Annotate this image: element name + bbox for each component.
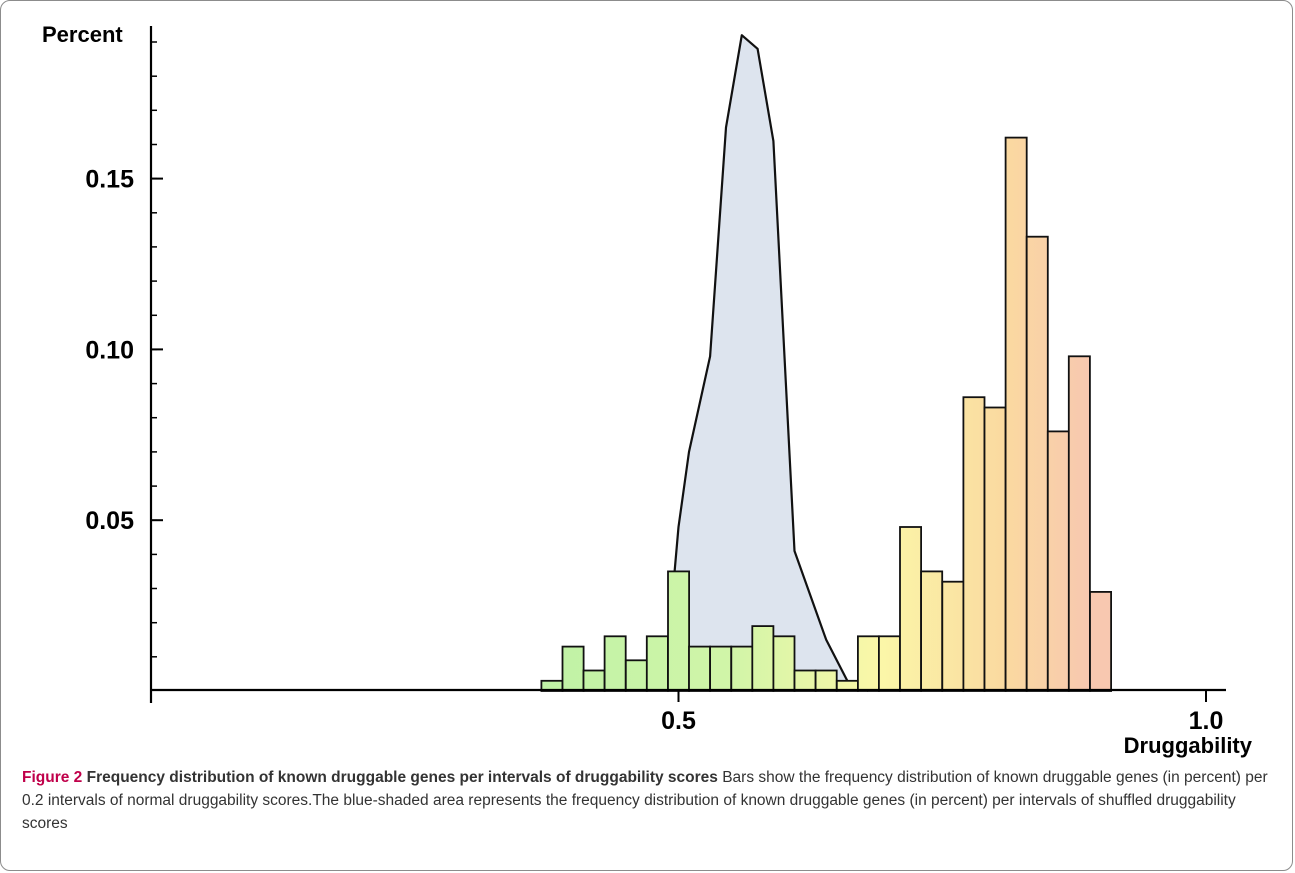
histogram-bar-25 (1046, 430, 1070, 692)
y-tick-label: 0.05 (85, 507, 134, 535)
histogram-bar-11 (751, 625, 775, 692)
shaded-area-outline (651, 34, 869, 692)
y-tick-label: 0.15 (85, 166, 134, 194)
histogram-bar-2 (561, 645, 585, 692)
histogram-bar-7 (667, 570, 691, 692)
y-axis-label: Percent (42, 22, 123, 47)
figure-description: Bars show the frequency distribution of … (22, 769, 1268, 832)
histogram-bar-12 (772, 635, 796, 692)
histogram-bar-10 (730, 645, 754, 692)
histogram-bar-5 (624, 659, 648, 692)
histogram-chart: 0.05 0.10 0.15 0.5 1.0 Percent Druggability (42, 22, 1253, 758)
histogram-bar-14 (814, 669, 838, 692)
x-tick-label: 0.5 (661, 707, 696, 735)
figure-title: Frequency distribution of known druggabl… (86, 769, 718, 786)
histogram-bar-8 (688, 645, 712, 692)
figure-label: Figure 2 (22, 769, 83, 786)
axes-layer: 0.05 0.10 0.15 0.5 1.0 (85, 26, 1226, 735)
x-axis-label: Druggability (1124, 733, 1253, 758)
histogram-bar-4 (603, 635, 627, 692)
histogram-bar-23 (1004, 136, 1028, 692)
histogram-bar-18 (899, 526, 923, 692)
x-tick-label: 1.0 (1189, 707, 1224, 735)
histogram-bar-16 (857, 635, 880, 692)
y-tick-label: 0.10 (85, 336, 134, 364)
bars-layer (540, 136, 1113, 692)
histogram-bar-22 (983, 406, 1007, 692)
histogram-bar-20 (941, 580, 965, 692)
histogram-bar-17 (878, 635, 901, 692)
figure-caption: Figure 2 Frequency distribution of known… (22, 766, 1280, 835)
histogram-bar-24 (1025, 235, 1049, 692)
histogram-bar-3 (582, 669, 606, 692)
histogram-bar-6 (645, 635, 669, 692)
histogram-bar-9 (709, 645, 733, 692)
shaded-area-fill (652, 35, 869, 691)
histogram-bar-26 (1067, 355, 1091, 692)
histogram-bar-19 (920, 570, 944, 692)
histogram-bar-21 (962, 396, 986, 692)
histogram-bar-13 (793, 669, 817, 692)
histogram-bar-27 (1089, 591, 1113, 692)
shaded-area-layer (651, 34, 869, 692)
